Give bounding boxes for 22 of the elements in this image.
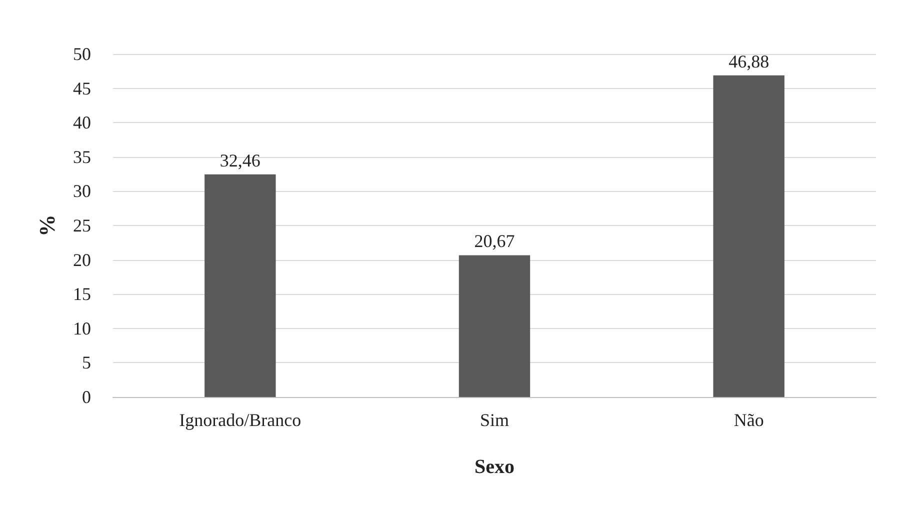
y-axis-title: % xyxy=(34,214,60,236)
y-tick-label: 15 xyxy=(73,284,91,304)
y-tick-label: 0 xyxy=(82,387,91,407)
y-tick-label: 50 xyxy=(73,44,91,64)
bar xyxy=(458,255,530,397)
y-tick-label: 35 xyxy=(73,146,91,167)
x-tick-label: Sim xyxy=(480,410,510,430)
data-label: 46,88 xyxy=(728,51,770,72)
y-tick-label: 20 xyxy=(73,250,91,270)
x-tick-label: Não xyxy=(734,410,764,430)
y-tick-label: 10 xyxy=(73,318,91,338)
bar xyxy=(713,75,784,397)
y-tick-label: 30 xyxy=(73,181,91,202)
x-tick-label: Ignorado/Branco xyxy=(179,410,302,430)
y-tick-label: 45 xyxy=(73,78,91,98)
y-tick-label: 40 xyxy=(73,112,91,133)
y-tick-label: 25 xyxy=(73,216,91,236)
y-tick-label: 5 xyxy=(82,352,91,373)
data-label: 32,46 xyxy=(220,150,260,170)
data-label: 20,67 xyxy=(474,231,515,252)
bar xyxy=(204,174,276,397)
x-axis-title: Sexo xyxy=(474,456,514,478)
